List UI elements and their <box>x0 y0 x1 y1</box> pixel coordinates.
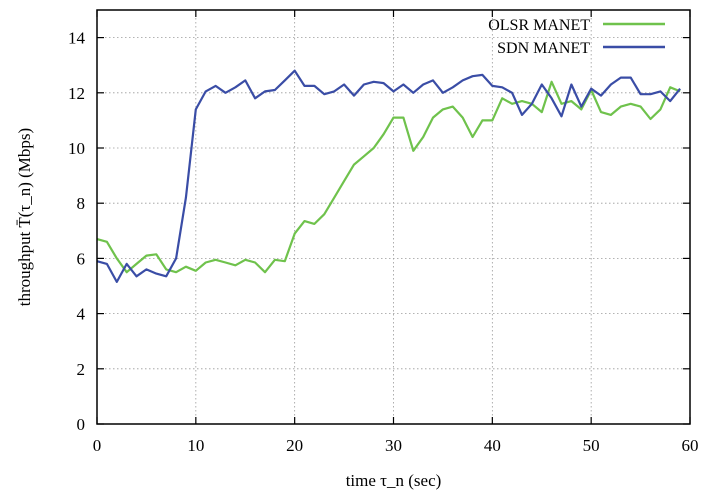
plot-frame <box>96 9 691 425</box>
x-tick-label: 50 <box>583 436 600 455</box>
y-tick-label: 8 <box>77 194 86 213</box>
y-tick-label: 12 <box>68 84 85 103</box>
x-tick-label: 40 <box>484 436 501 455</box>
x-tick-label: 60 <box>682 436 699 455</box>
legend-label-sdn-manet: SDN MANET <box>497 40 590 57</box>
grid-lines <box>97 10 690 424</box>
y-axis-label: throughput T̄(τ_n) (Mbps) <box>15 128 34 306</box>
y-tick-label: 10 <box>68 139 85 158</box>
legend: OLSR MANET SDN MANET <box>488 17 665 57</box>
y-tick-label: 0 <box>77 415 86 434</box>
y-tick-label: 2 <box>77 360 86 379</box>
x-tick-label: 0 <box>93 436 102 455</box>
series-line-sdn-manet <box>96 69 681 283</box>
axis-ticks: 0 2 4 6 8 10 12 14 0 10 20 30 40 50 60 <box>68 10 699 455</box>
x-tick-label: 10 <box>187 436 204 455</box>
x-tick-label: 20 <box>286 436 303 455</box>
y-tick-label: 4 <box>77 305 86 324</box>
y-tick-label: 6 <box>77 249 86 268</box>
series-line-olsr-manet <box>96 80 681 274</box>
legend-label-olsr-manet: OLSR MANET <box>488 17 590 34</box>
series-layer <box>96 69 681 283</box>
x-tick-label: 30 <box>385 436 402 455</box>
y-tick-label: 14 <box>68 29 86 48</box>
x-axis-label: time τ_n (sec) <box>346 471 442 490</box>
